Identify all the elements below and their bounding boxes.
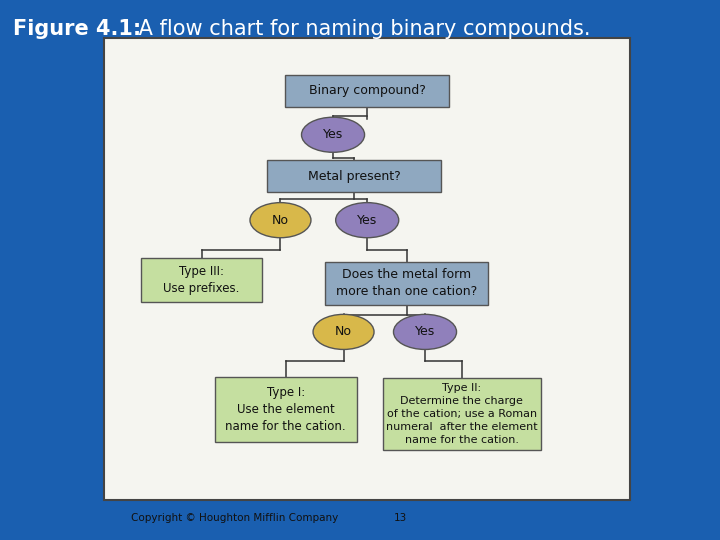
Text: No: No [335, 326, 352, 339]
Text: Yes: Yes [415, 326, 435, 339]
Ellipse shape [393, 314, 456, 349]
FancyBboxPatch shape [383, 379, 541, 450]
Text: Copyright © Houghton Mifflin Company: Copyright © Houghton Mifflin Company [131, 513, 338, 523]
FancyBboxPatch shape [141, 259, 262, 302]
Ellipse shape [336, 202, 399, 238]
FancyBboxPatch shape [215, 377, 357, 442]
Text: Metal present?: Metal present? [307, 170, 400, 183]
Text: A flow chart for naming binary compounds.: A flow chart for naming binary compounds… [132, 19, 590, 39]
FancyBboxPatch shape [325, 262, 488, 305]
Text: Type III:
Use prefixes.: Type III: Use prefixes. [163, 265, 240, 295]
FancyBboxPatch shape [267, 160, 441, 192]
Text: Type II:
Determine the charge
of the cation; use a Roman
numeral  after the elem: Type II: Determine the charge of the cat… [386, 383, 538, 445]
Text: Does the metal form
more than one cation?: Does the metal form more than one cation… [336, 268, 477, 299]
Text: Yes: Yes [323, 129, 343, 141]
Text: No: No [272, 214, 289, 227]
Text: Binary compound?: Binary compound? [309, 84, 426, 97]
Ellipse shape [313, 314, 374, 349]
Text: Type I:
Use the element
name for the cation.: Type I: Use the element name for the cat… [225, 386, 346, 433]
Ellipse shape [250, 202, 311, 238]
FancyBboxPatch shape [285, 75, 449, 107]
Text: Yes: Yes [357, 214, 377, 227]
Text: 13: 13 [394, 513, 407, 523]
FancyBboxPatch shape [104, 38, 630, 500]
Text: Figure 4.1:: Figure 4.1: [13, 19, 141, 39]
Ellipse shape [302, 117, 364, 152]
